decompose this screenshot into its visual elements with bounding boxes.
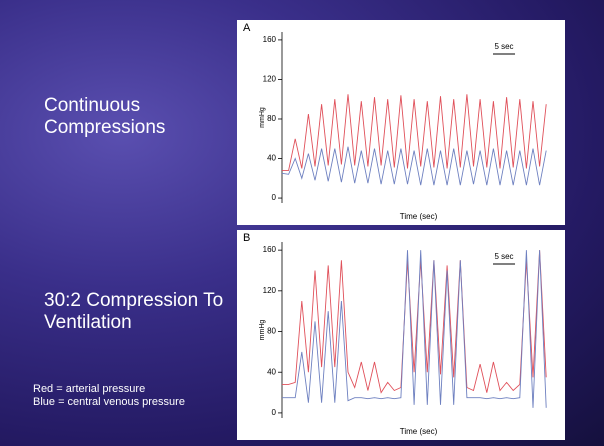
y-tick-label: 0 [272, 193, 277, 202]
x-axis-label: Time (sec) [400, 212, 438, 221]
y-tick-label: 40 [267, 154, 276, 163]
series-line [282, 250, 547, 408]
y-tick-label: 160 [263, 245, 277, 254]
y-tick-label: 0 [272, 408, 277, 417]
y-axis-label: mmHg [259, 107, 266, 128]
scale-bar-label: 5 sec [494, 252, 513, 261]
series-line [282, 250, 547, 394]
note: Blue = central venous pressure [33, 396, 185, 408]
panel [237, 230, 565, 440]
panel-label: A [243, 22, 251, 34]
x-axis-label: Time (sec) [400, 427, 438, 436]
y-tick-label: 160 [263, 35, 277, 44]
panel [237, 20, 565, 225]
series-line [282, 94, 547, 171]
note: Red = arterial pressure [33, 383, 146, 395]
y-tick-label: 120 [263, 75, 277, 84]
panel-label: B [243, 232, 250, 244]
series-line [281, 146, 547, 186]
y-tick-label: 80 [267, 327, 276, 336]
slide-label: 30:2 Compression To Ventilation [44, 290, 224, 333]
scale-bar-label: 5 sec [494, 42, 513, 51]
y-tick-label: 80 [267, 114, 276, 123]
y-axis-label: mmHg [259, 320, 266, 341]
y-tick-label: 40 [267, 367, 276, 376]
y-tick-label: 120 [263, 286, 277, 295]
slide-label: Continuous Compressions [44, 95, 166, 138]
